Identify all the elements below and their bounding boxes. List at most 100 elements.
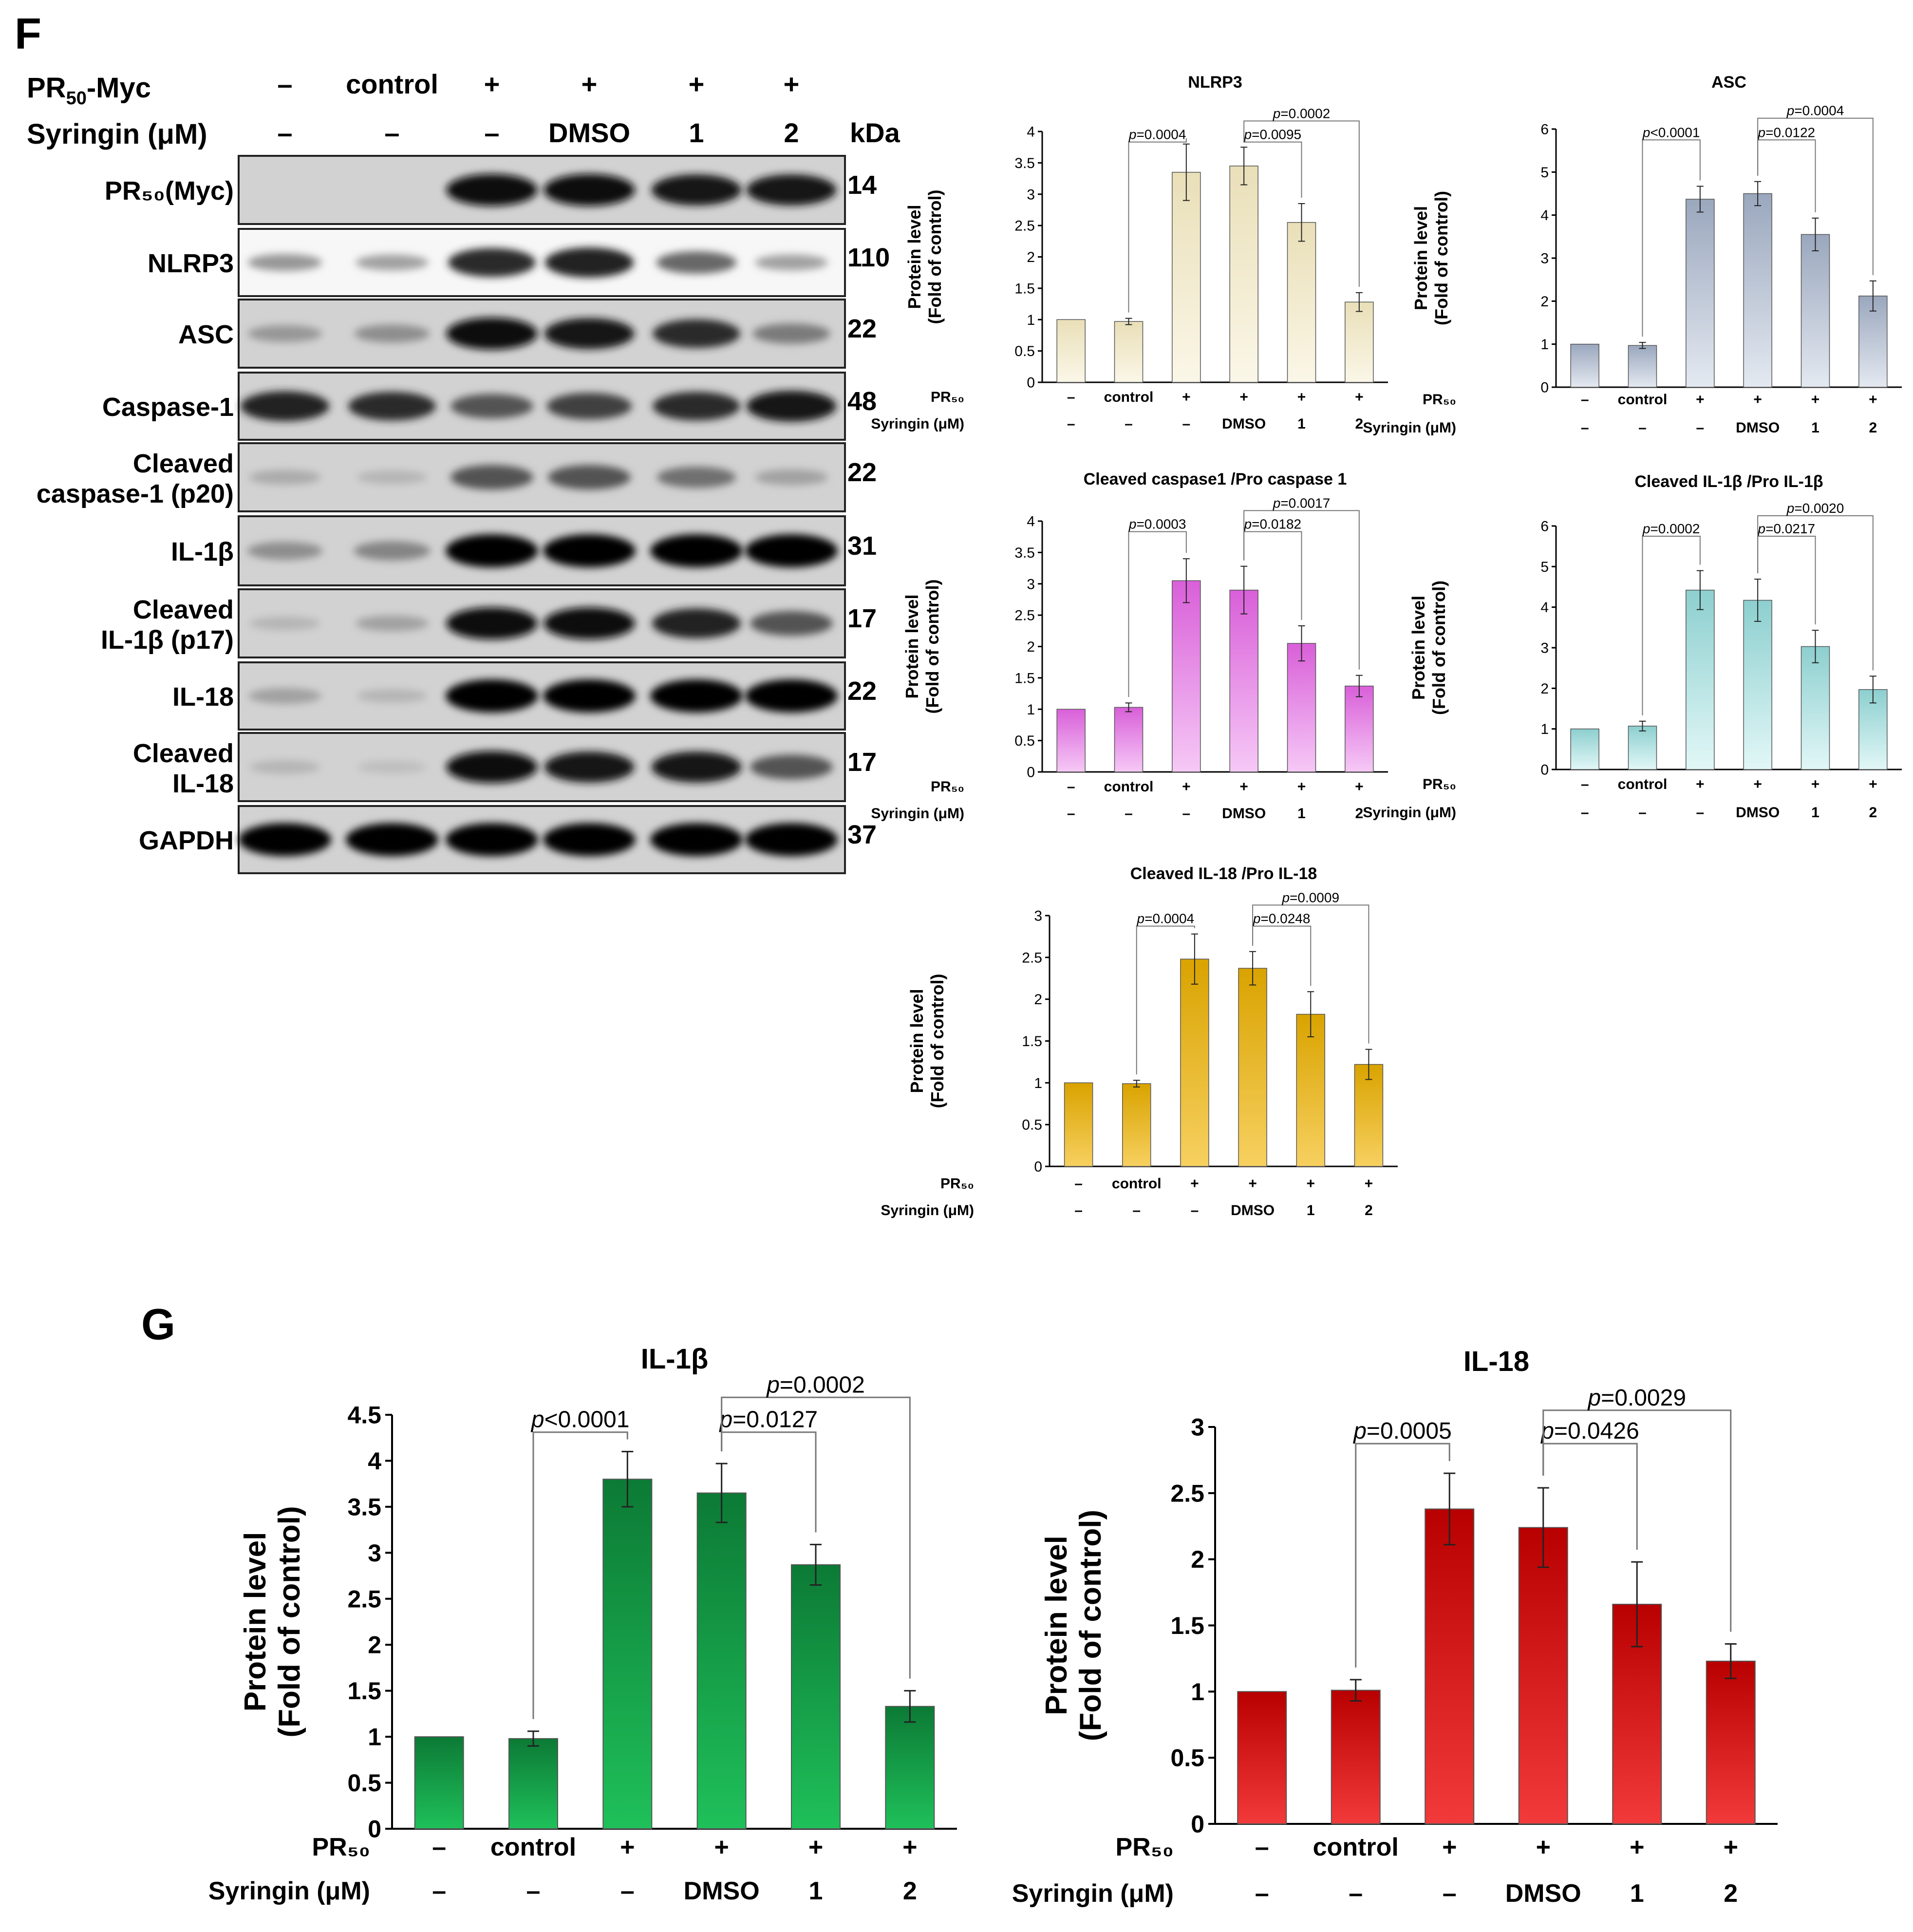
row-value-pr50: + (1355, 779, 1364, 795)
y-tick-label: 1.5 (1014, 281, 1035, 297)
significance-bracket (1355, 1443, 1450, 1668)
row-label-pr50: PR₅₀ (931, 389, 964, 405)
blot-band (544, 318, 635, 349)
row-value-pr50: – (432, 1833, 446, 1861)
row-label-syringin: Syringin (μM) (881, 1202, 974, 1219)
bar (1287, 222, 1316, 383)
significance-bracket (1128, 138, 1187, 313)
row-value-syringin: – (1067, 416, 1075, 432)
blot-band (544, 174, 635, 206)
row-value-syringin: 2 (903, 1877, 917, 1905)
blot-kda-value: 14 (847, 170, 877, 200)
y-tick-label: 5 (1540, 559, 1549, 575)
blot-band (247, 254, 322, 271)
row-value-syringin: – (1638, 420, 1647, 436)
blot-kda-value: 17 (847, 604, 877, 633)
y-tick-label: 3 (1034, 908, 1042, 924)
row-value-pr50: – (1067, 779, 1075, 795)
row-value-pr50: – (1067, 389, 1075, 405)
row-label-syringin: Syringin (μM) (871, 806, 964, 822)
y-tick-label: 1 (368, 1724, 381, 1751)
bar (414, 1736, 464, 1829)
chart-title: IL-1β (641, 1343, 709, 1375)
row-value-pr50: + (1753, 392, 1762, 408)
y-axis-label: Protein level(Fold of control) (904, 190, 945, 324)
blot-band (348, 392, 436, 421)
p-value-label: p=0.0002 (1642, 521, 1700, 536)
row-value-syringin: 1 (809, 1877, 823, 1905)
y-tick-label: 2 (1034, 992, 1042, 1008)
bar (1800, 234, 1830, 388)
blot-panel (238, 588, 846, 658)
row-value-pr50: control (1618, 392, 1668, 408)
p-value-label: p=0.0004 (1137, 911, 1195, 926)
y-tick-label: 6 (1540, 519, 1549, 535)
row-value-syringin: DMSO (1736, 420, 1780, 436)
row-value-syringin: – (1696, 420, 1704, 436)
bar (1331, 1689, 1381, 1825)
row-value-pr50: control (1112, 1176, 1162, 1192)
chart-title: Cleaved caspase1 /Pro caspase 1 (1084, 470, 1347, 488)
y-tick-label: 0 (1191, 1811, 1204, 1838)
blot-band (755, 469, 828, 486)
row-value-syringin: – (1581, 420, 1589, 436)
significance-bracket (1757, 515, 1874, 671)
row-value-syringin: DMSO (1231, 1202, 1275, 1219)
row-value-syringin: 1 (1297, 416, 1306, 432)
western-blot: PR50-Myc – control + + + + Syringin (μM) – – – DMSO… (27, 69, 900, 874)
y-tick-label: 3 (1191, 1414, 1204, 1441)
row-value-pr50: + (1239, 389, 1248, 405)
y-tick-label: 1 (1034, 1075, 1042, 1091)
y-tick-label: 0 (1027, 765, 1035, 781)
significance-bracket (1642, 139, 1701, 337)
y-tick-label: 3.5 (1014, 155, 1035, 171)
blot-band (755, 254, 828, 271)
bar (885, 1706, 935, 1830)
row-value-pr50: + (1442, 1833, 1457, 1861)
p-value-label: p=0.0122 (1758, 125, 1816, 140)
blot-band (652, 608, 741, 638)
row-label-pr50: PR₅₀ (312, 1833, 370, 1861)
p-value-label: p=0.0095 (1244, 127, 1302, 142)
p-value-label: p=0.0009 (1281, 890, 1339, 905)
bar (1172, 580, 1201, 772)
p-value-label: p=0.0003 (1128, 517, 1186, 532)
blot-band (357, 760, 427, 774)
blot-header-syringin-value: 2 (784, 117, 799, 148)
bar (1172, 171, 1201, 383)
y-tick-label: 1 (1191, 1678, 1204, 1706)
bar (1229, 166, 1258, 383)
row-value-pr50: + (1753, 776, 1762, 792)
y-axis-label: Protein level(Fold of control) (239, 1506, 306, 1737)
blot-panel (238, 155, 846, 225)
significance-bracket (1757, 117, 1874, 275)
blot-band (247, 325, 322, 342)
row-value-pr50: – (1255, 1833, 1269, 1861)
significance-bracket (1128, 531, 1187, 697)
bar (1056, 319, 1086, 383)
blot-band (650, 823, 743, 856)
row-value-syringin: – (432, 1877, 446, 1905)
significance-bracket (721, 1396, 911, 1679)
y-tick-label: 3.5 (1014, 545, 1035, 561)
bar (1064, 1082, 1093, 1167)
row-value-syringin: – (1125, 416, 1133, 432)
blot-row-label: Cleaved (133, 739, 234, 768)
bar (1518, 1527, 1568, 1824)
y-tick-label: 2 (1540, 294, 1549, 310)
row-value-pr50: + (1696, 392, 1705, 408)
row-value-pr50: + (1239, 779, 1248, 795)
row-value-syringin: DMSO (1222, 416, 1266, 432)
row-value-pr50: + (1248, 1176, 1257, 1192)
row-label-syringin: Syringin (μM) (1363, 420, 1456, 436)
bar (602, 1479, 653, 1829)
blot-header-pr50-value: + (484, 69, 500, 99)
blot-band (354, 541, 431, 561)
chart-title: Cleaved IL-1β /Pro IL-1β (1634, 472, 1823, 491)
blot-band (240, 391, 330, 421)
row-value-syringin: – (1255, 1879, 1269, 1908)
y-tick-label: 1.5 (1014, 670, 1035, 686)
blot-panel (238, 228, 846, 297)
blot-row-label: IL-18 (172, 769, 234, 798)
